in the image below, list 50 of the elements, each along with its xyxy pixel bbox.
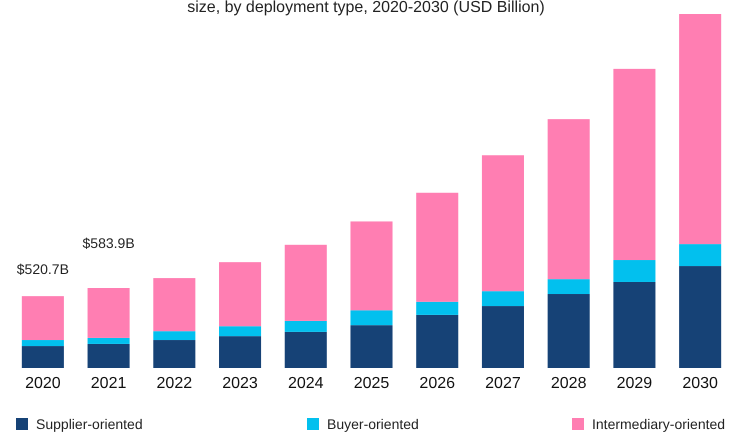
- bar: [153, 340, 196, 368]
- bar: [548, 279, 590, 294]
- bar: [22, 340, 64, 346]
- bar: [88, 344, 130, 368]
- bar: [153, 278, 196, 332]
- x-tick-label: 2030: [682, 375, 718, 392]
- bar: [22, 346, 64, 368]
- legend-label: Intermediary-oriented: [592, 416, 726, 432]
- x-tick-label: 2020: [25, 375, 61, 392]
- bar: [284, 320, 327, 332]
- annotation: $583.9B: [82, 234, 135, 251]
- bar: [284, 244, 327, 321]
- x-tick-label: 2027: [485, 375, 521, 392]
- bar: [548, 294, 590, 368]
- bar: [613, 260, 656, 282]
- x-tick-label: 2022: [156, 375, 192, 392]
- bar: [416, 314, 458, 368]
- x-tick-label: 2024: [288, 375, 324, 392]
- chart-title: size, by deployment type, 2020-2030 (USD Billion): [187, 0, 545, 16]
- x-tick-label: 2026: [419, 375, 456, 392]
- bar: [613, 68, 656, 260]
- x-tick-label: 2029: [616, 375, 652, 392]
- bar: [613, 282, 656, 368]
- bar: [548, 119, 590, 280]
- bar: [22, 296, 64, 340]
- bar: [88, 288, 130, 338]
- legend-label: Supplier-oriented: [36, 416, 143, 432]
- x-tick-label: 2021: [90, 375, 126, 392]
- x-tick-label: 2028: [550, 375, 587, 392]
- bar: [482, 291, 524, 306]
- x-tick-label: 2025: [354, 375, 390, 392]
- bar: [416, 192, 458, 302]
- bar: [219, 336, 262, 368]
- bar: [284, 332, 327, 368]
- bar: [679, 244, 722, 266]
- bar: [416, 302, 458, 315]
- legend-label: Buyer-oriented: [327, 416, 419, 432]
- bar: [482, 155, 524, 292]
- bar: [153, 331, 196, 340]
- bar: [219, 326, 262, 336]
- bar: [350, 310, 393, 326]
- bar: [350, 221, 393, 310]
- annotation: $520.7B: [16, 261, 69, 278]
- bar: [482, 306, 524, 368]
- bar: [88, 338, 130, 344]
- x-tick-label: 2023: [222, 375, 258, 392]
- bar: [350, 325, 393, 368]
- bar: [219, 262, 262, 326]
- bar: [679, 266, 722, 368]
- bar: [679, 14, 722, 244]
